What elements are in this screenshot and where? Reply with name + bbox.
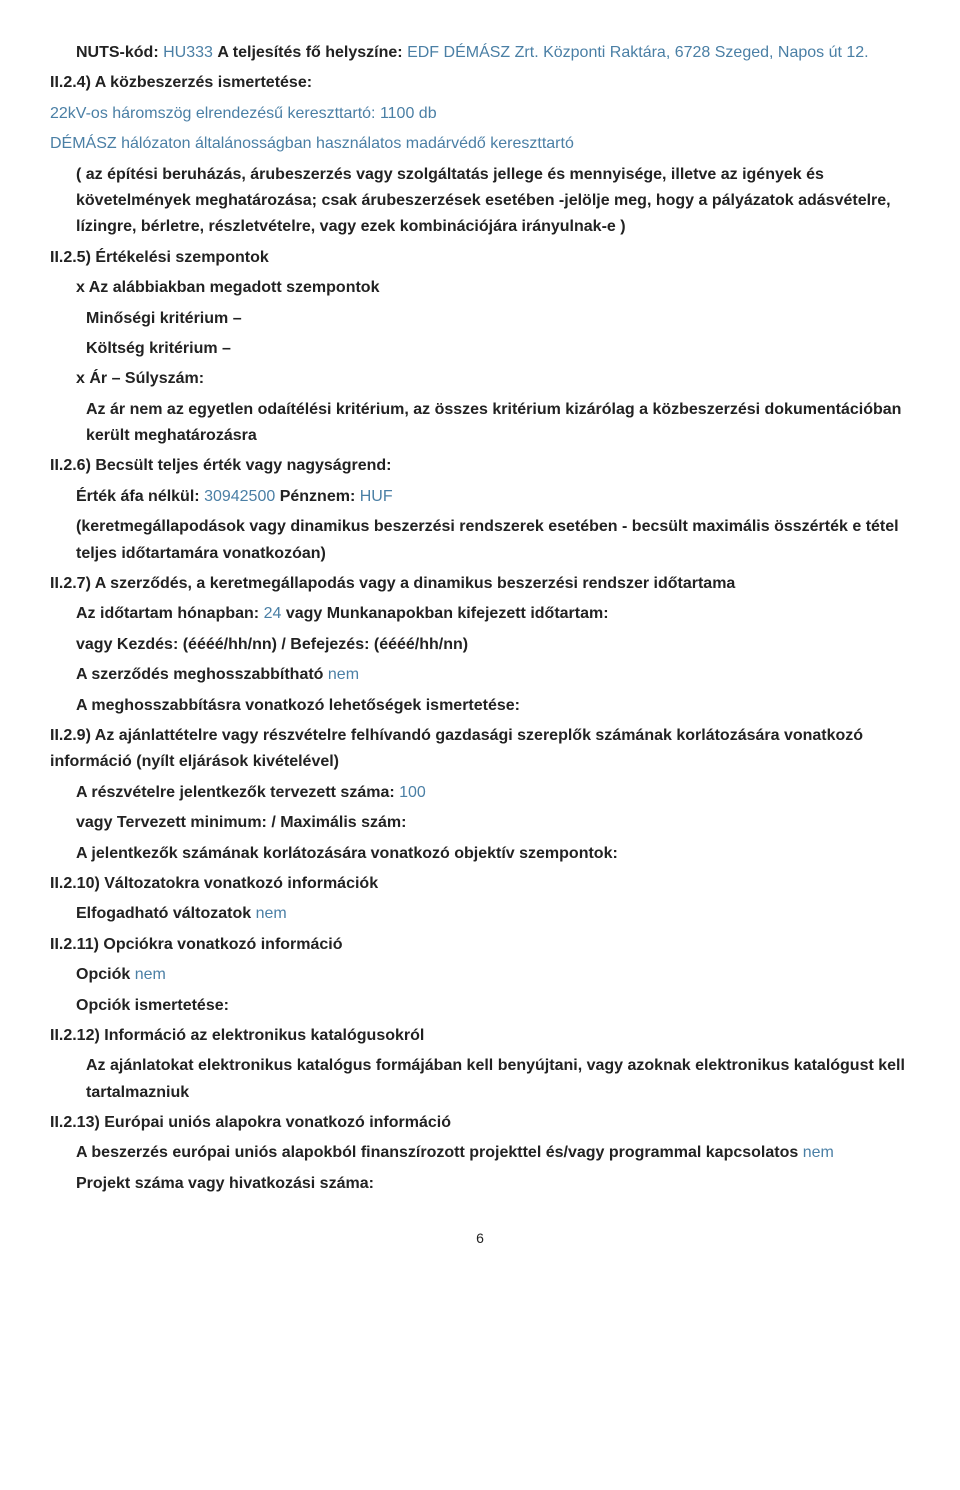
section-II-2-9-l1: A részvételre jelentkezők tervezett szám… [50,780,910,806]
section-II-2-12-l1: Az ajánlatokat elektronikus katalógus fo… [50,1053,910,1106]
eu-funds-value: nem [803,1144,834,1161]
section-II-2-7-renew: A szerződés meghosszabbítható nem [50,662,910,688]
eu-funds-label: A beszerzés európai uniós alapokból fina… [76,1144,798,1161]
section-II-2-6-heading: II.2.6) Becsült teljes érték vagy nagysá… [50,453,910,479]
section-II-2-4-line1: 22kV-os háromszög elrendezésű kereszttar… [50,101,910,127]
options-label: Opciók [76,966,130,983]
section-II-2-4-heading: II.2.4) A közbeszerzés ismertetése: [50,70,910,96]
nuts-loc-value: EDF DÉMÁSZ Zrt. Központi Raktára, 6728 S… [407,44,869,61]
options-value: nem [135,966,166,983]
currency-label: Pénznem: [280,488,356,505]
section-II-2-4-line2: DÉMÁSZ hálózaton általánosságban használ… [50,131,910,157]
section-II-2-10-heading: II.2.10) Változatokra vonatkozó informác… [50,871,910,897]
section-II-2-7-renew-desc: A meghosszabbításra vonatkozó lehetősége… [50,693,910,719]
value-amount: 30942500 [204,488,275,505]
nuts-loc-label: A teljesítés fő helyszíne: [217,44,402,61]
planned-number-value: 100 [399,784,426,801]
section-II-2-12-heading: II.2.12) Információ az elektronikus kata… [50,1023,910,1049]
section-II-2-4-line3: ( az építési beruházás, árubeszerzés vag… [50,162,910,241]
section-II-2-9-l2: vagy Tervezett minimum: / Maximális szám… [50,810,910,836]
section-II-2-13-l2: Projekt száma vagy hivatkozási száma: [50,1171,910,1197]
renew-value: nem [328,666,359,683]
section-II-2-5-l4: x Ár – Súlyszám: [50,366,910,392]
section-II-2-13-l1: A beszerzés európai uniós alapokból fina… [50,1140,910,1166]
section-II-2-5-l2: Minőségi kritérium – [50,306,910,332]
section-II-2-11-l2: Opciók ismertetése: [50,993,910,1019]
page-number: 6 [50,1227,910,1250]
section-II-2-7-dates: vagy Kezdés: (éééé/hh/nn) / Befejezés: (… [50,632,910,658]
section-II-2-5-l3: Költség kritérium – [50,336,910,362]
section-II-2-10-l1: Elfogadható változatok nem [50,901,910,927]
section-II-2-5-l5: Az ár nem az egyetlen odaítélési kritéri… [50,397,910,450]
nuts-line: NUTS-kód: HU333 A teljesítés fő helyszín… [50,40,910,66]
nuts-code: HU333 [163,44,213,61]
section-II-2-5-l1: x Az alábbiakban megadott szempontok [50,275,910,301]
value-label: Érték áfa nélkül: [76,488,200,505]
duration-label-c: vagy Munkanapokban kifejezett időtartam: [286,605,609,622]
section-II-2-9-l3: A jelentkezők számának korlátozására von… [50,841,910,867]
variants-label: Elfogadható változatok [76,905,251,922]
section-II-2-5-heading: II.2.5) Értékelési szempontok [50,245,910,271]
section-II-2-11-heading: II.2.11) Opciókra vonatkozó információ [50,932,910,958]
section-II-2-7-heading: II.2.7) A szerződés, a keretmegállapodás… [50,571,910,597]
duration-value: 24 [264,605,282,622]
section-II-2-6-note: (keretmegállapodások vagy dinamikus besz… [50,514,910,567]
currency-value: HUF [360,488,393,505]
planned-number-label: A részvételre jelentkezők tervezett szám… [76,784,395,801]
section-II-2-9-heading: II.2.9) Az ajánlattételre vagy részvétel… [50,723,910,776]
renew-label: A szerződés meghosszabbítható [76,666,323,683]
section-II-2-7-duration: Az időtartam hónapban: 24 vagy Munkanapo… [50,601,910,627]
section-II-2-6-value: Érték áfa nélkül: 30942500 Pénznem: HUF [50,484,910,510]
variants-value: nem [256,905,287,922]
section-II-2-13-heading: II.2.13) Európai uniós alapokra vonatkoz… [50,1110,910,1136]
duration-label-a: Az időtartam hónapban: [76,605,259,622]
nuts-label: NUTS-kód: [76,44,159,61]
section-II-2-11-l1: Opciók nem [50,962,910,988]
